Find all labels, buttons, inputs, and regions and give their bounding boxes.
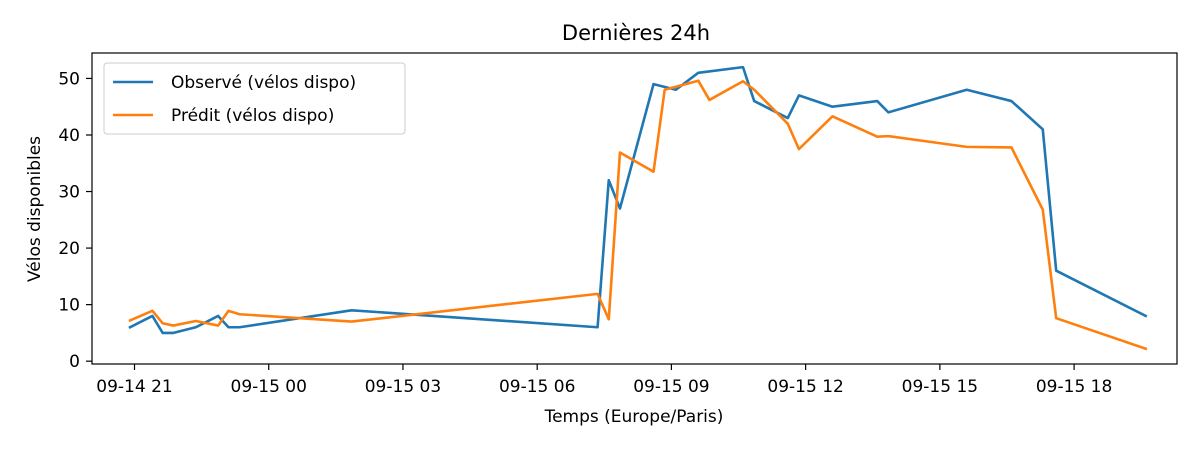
series-layer bbox=[128, 65, 1148, 351]
x-tick-label: 09-15 03 bbox=[365, 377, 441, 397]
y-axis-title: Vélos disponibles bbox=[25, 136, 45, 282]
y-tick-label: 10 bbox=[58, 296, 80, 316]
x-tick-label: 09-15 15 bbox=[902, 377, 978, 397]
y-tick-label: 30 bbox=[58, 183, 80, 203]
legend-box bbox=[103, 62, 406, 135]
legend-label-observed: Observé (vélos dispo) bbox=[171, 73, 356, 93]
x-axis-title: Temps (Europe/Paris) bbox=[544, 407, 724, 427]
y-tick-label: 0 bbox=[69, 352, 80, 372]
series-line-predicted bbox=[128, 79, 1148, 351]
x-tick-label: 09-15 18 bbox=[1036, 377, 1112, 397]
chart-title: Dernières 24h bbox=[562, 21, 710, 45]
legend-label-predicted: Prédit (vélos dispo) bbox=[171, 106, 334, 126]
x-tick-label: 09-15 12 bbox=[767, 377, 843, 397]
x-axis: 09-14 21 09-15 00 09-15 03 09-15 06 09-15 09… bbox=[96, 364, 1112, 397]
x-tick-label: 09-15 00 bbox=[231, 377, 307, 397]
y-tick-label: 40 bbox=[58, 126, 80, 146]
y-tick-label: 50 bbox=[58, 69, 80, 89]
x-tick-label: 09-14 21 bbox=[96, 377, 172, 397]
legend: Observé (vélos dispo) Prédit (vélos disp… bbox=[103, 62, 406, 135]
x-tick-label: 09-15 06 bbox=[499, 377, 575, 397]
y-axis: 0 10 20 30 40 50 bbox=[58, 69, 92, 372]
x-tick-label: 09-15 09 bbox=[633, 377, 709, 397]
y-tick-label: 20 bbox=[58, 239, 80, 259]
plot-frame bbox=[91, 52, 1178, 365]
